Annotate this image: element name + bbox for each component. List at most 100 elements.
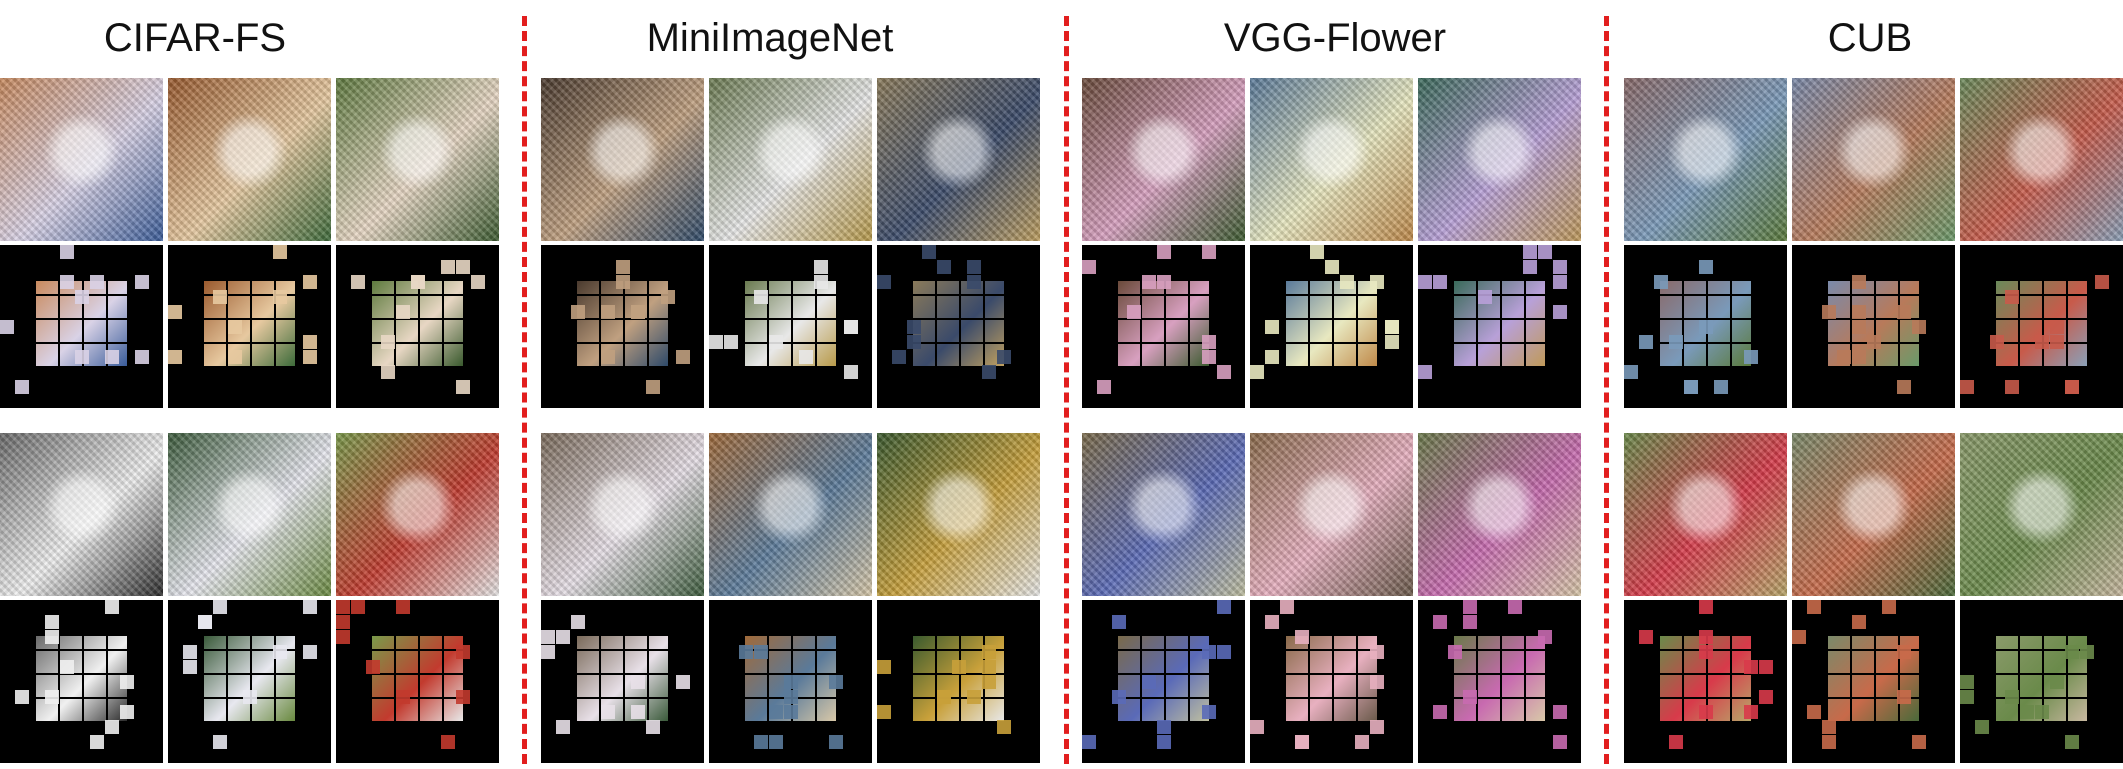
original-image [1960,78,2123,241]
patch [799,350,813,364]
patch [456,645,470,659]
patch [303,600,317,614]
patch [396,600,410,614]
patch [892,350,906,364]
original-image [1960,433,2123,596]
original-image [168,433,331,596]
patch [168,350,182,364]
patch [183,660,197,674]
patch [1202,350,1216,364]
patch [2050,675,2064,689]
original-image [1792,78,1955,241]
patch [1202,705,1216,719]
masked-image [877,245,1040,408]
masked-image [541,245,704,408]
original-image [877,433,1040,596]
divider-3 [1604,16,1609,764]
patch [676,675,690,689]
divider-1 [522,16,527,764]
patch [1310,245,1324,259]
patch [1112,615,1126,629]
patch [1250,365,1264,379]
patch [571,615,585,629]
patch [15,690,29,704]
patch [273,645,287,659]
patch [1217,645,1231,659]
original-image [1418,433,1581,596]
patch [1250,720,1264,734]
patch [303,275,317,289]
original-image [877,78,1040,241]
original-image [0,78,163,241]
patch [1553,705,1567,719]
patch [0,320,14,334]
patch [1852,350,1866,364]
column-title-vgg-flower: VGG-Flower [1223,16,1447,60]
patch [1265,615,1279,629]
patch [336,630,350,644]
patch [754,290,768,304]
patch [90,275,104,289]
patch [1822,720,1836,734]
patch [168,305,182,319]
patch [1867,335,1881,349]
patch [1897,380,1911,394]
patch [1325,260,1339,274]
patch [183,645,197,659]
patch [1912,735,1926,749]
patch [120,705,134,719]
patch [1217,600,1231,614]
patch [1639,335,1653,349]
patch [456,260,470,274]
patch [303,350,317,364]
patch [1912,320,1926,334]
patch [616,260,630,274]
original-image [1792,433,1955,596]
patch [1370,645,1384,659]
patch [60,245,74,259]
patch [1684,380,1698,394]
masked-image [336,245,499,408]
patch [105,720,119,734]
patch [336,615,350,629]
patch [2065,380,2079,394]
patch [1852,615,1866,629]
patch [1295,630,1309,644]
patch [1265,320,1279,334]
original-image [336,433,499,596]
patch [724,335,738,349]
patch [997,350,1011,364]
patch [982,365,996,379]
patch [1538,245,1552,259]
masked-region [1117,635,1210,721]
patch [997,720,1011,734]
patch [90,735,104,749]
patch [1960,380,1974,394]
patch [1217,365,1231,379]
patch [2005,290,2019,304]
patch [213,600,227,614]
patch [1744,660,1758,674]
patch [982,660,996,674]
masked-image [1960,245,2123,408]
masked-region [576,635,669,721]
patch [1355,735,1369,749]
original-image [1250,78,1413,241]
masked-image [1250,600,1413,763]
patch [1418,365,1432,379]
masked-region [1117,280,1210,366]
patch [1975,720,1989,734]
masked-region [576,280,669,366]
patch [784,675,798,689]
patch [937,690,951,704]
patch [646,380,660,394]
patch [1624,365,1638,379]
patch [1433,275,1447,289]
patch [967,275,981,289]
patch [75,350,89,364]
patch [1553,275,1567,289]
original-image [709,433,872,596]
masked-image [1082,600,1245,763]
patch [877,275,891,289]
patch [1553,735,1567,749]
